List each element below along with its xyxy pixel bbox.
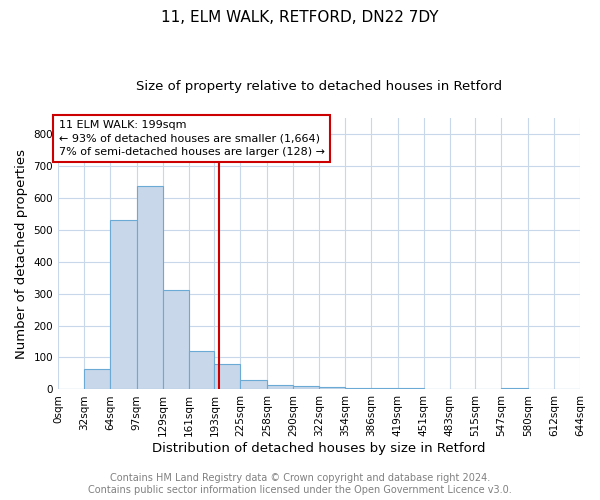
Bar	[84, 368, 110, 390]
Bar	[163, 290, 188, 390]
Bar	[398, 388, 424, 390]
Bar	[319, 387, 345, 390]
Title: Size of property relative to detached houses in Retford: Size of property relative to detached ho…	[136, 80, 502, 93]
Bar	[371, 388, 398, 390]
Y-axis label: Number of detached properties: Number of detached properties	[15, 148, 28, 358]
Text: 11, ELM WALK, RETFORD, DN22 7DY: 11, ELM WALK, RETFORD, DN22 7DY	[161, 10, 439, 25]
Bar	[267, 384, 293, 390]
Bar	[110, 220, 137, 390]
X-axis label: Distribution of detached houses by size in Retford: Distribution of detached houses by size …	[152, 442, 486, 455]
Bar	[188, 351, 214, 390]
Bar	[293, 386, 319, 390]
Bar	[502, 388, 528, 390]
Bar	[137, 186, 163, 390]
Text: Contains HM Land Registry data © Crown copyright and database right 2024.
Contai: Contains HM Land Registry data © Crown c…	[88, 474, 512, 495]
Text: 11 ELM WALK: 199sqm
← 93% of detached houses are smaller (1,664)
7% of semi-deta: 11 ELM WALK: 199sqm ← 93% of detached ho…	[59, 120, 325, 157]
Bar	[214, 364, 241, 390]
Bar	[241, 380, 267, 390]
Bar	[345, 388, 371, 390]
